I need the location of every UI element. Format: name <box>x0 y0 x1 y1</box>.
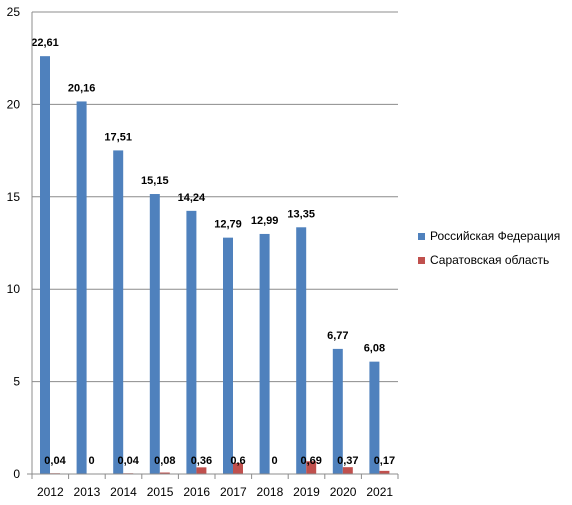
legend-label-russia: Российская Федерация <box>430 229 560 243</box>
x-tick-label: 2021 <box>366 485 393 499</box>
y-tick-label: 25 <box>7 5 21 19</box>
bar-saratov <box>159 472 170 474</box>
data-label-russia: 6,08 <box>364 343 385 355</box>
data-label-saratov: 0,36 <box>191 455 212 467</box>
data-label-russia: 12,99 <box>251 215 279 227</box>
x-tick-label: 2015 <box>147 485 174 499</box>
bar-russia <box>40 56 50 474</box>
legend: Российская Федерация Саратовская область <box>418 229 560 267</box>
y-tick-label: 15 <box>7 190 21 204</box>
y-tick-label: 0 <box>13 467 20 481</box>
data-label-russia: 17,51 <box>104 131 132 143</box>
y-tick-label: 10 <box>7 282 21 296</box>
x-tick-label: 2020 <box>330 485 357 499</box>
bar-russia <box>296 227 307 474</box>
data-label-saratov: 0,37 <box>337 455 358 467</box>
bar-russia <box>332 348 343 474</box>
data-label-saratov: 0,04 <box>117 455 139 467</box>
data-label-russia: 22,61 <box>31 37 59 49</box>
data-label-russia: 20,16 <box>68 82 96 94</box>
x-tick-label: 2014 <box>110 485 137 499</box>
bar-russia <box>223 237 233 474</box>
data-label-saratov: 0,04 <box>44 455 66 467</box>
bars <box>40 56 390 475</box>
x-axis-tick-labels: 2012 2013 2014 2015 2016 2017 2018 2019 2020 2021 <box>37 485 393 499</box>
data-label-saratov: 0,17 <box>374 455 395 467</box>
axes <box>27 12 399 479</box>
data-label-russia: 12,79 <box>214 219 242 231</box>
data-label-russia: 6,77 <box>327 330 348 342</box>
x-tick-label: 2018 <box>257 485 284 499</box>
bar-russia <box>369 361 380 474</box>
data-label-saratov: 0 <box>89 455 95 467</box>
y-tick-label: 20 <box>7 97 21 111</box>
bar-saratov <box>379 470 390 474</box>
bar-saratov <box>233 462 243 474</box>
x-tick-label: 2017 <box>220 485 247 499</box>
data-label-saratov: 0,08 <box>154 455 175 467</box>
x-tick-label: 2013 <box>74 485 101 499</box>
data-label-saratov: 0,6 <box>230 455 245 467</box>
data-label-russia: 14,24 <box>178 192 206 204</box>
y-tick-label: 5 <box>13 375 20 389</box>
data-label-russia: 13,35 <box>287 208 315 220</box>
data-label-saratov: 0,69 <box>300 455 321 467</box>
gridlines <box>32 11 398 383</box>
legend-swatch-saratov <box>418 257 425 264</box>
bar-russia <box>186 210 197 475</box>
data-label-russia: 15,15 <box>141 175 169 187</box>
bar-russia <box>113 150 124 474</box>
x-tick-label: 2016 <box>183 485 210 499</box>
bar-saratov <box>342 467 353 474</box>
x-tick-label: 2012 <box>37 485 64 499</box>
bar-saratov <box>306 461 317 474</box>
bar-russia <box>259 233 270 474</box>
bar-russia <box>149 194 160 474</box>
y-axis-tick-labels: 0 5 10 15 20 25 <box>7 5 21 481</box>
bar-saratov <box>196 467 207 474</box>
legend-swatch-russia <box>418 233 425 240</box>
x-tick-label: 2019 <box>293 485 320 499</box>
legend-label-saratov: Саратовская область <box>430 253 549 267</box>
data-label-saratov: 0 <box>272 455 278 467</box>
data-labels: 22,61 0,04 20,16 0 17,51 0,04 15,15 0,08 14,24 0,… <box>31 37 395 467</box>
bar-russia <box>76 101 87 474</box>
